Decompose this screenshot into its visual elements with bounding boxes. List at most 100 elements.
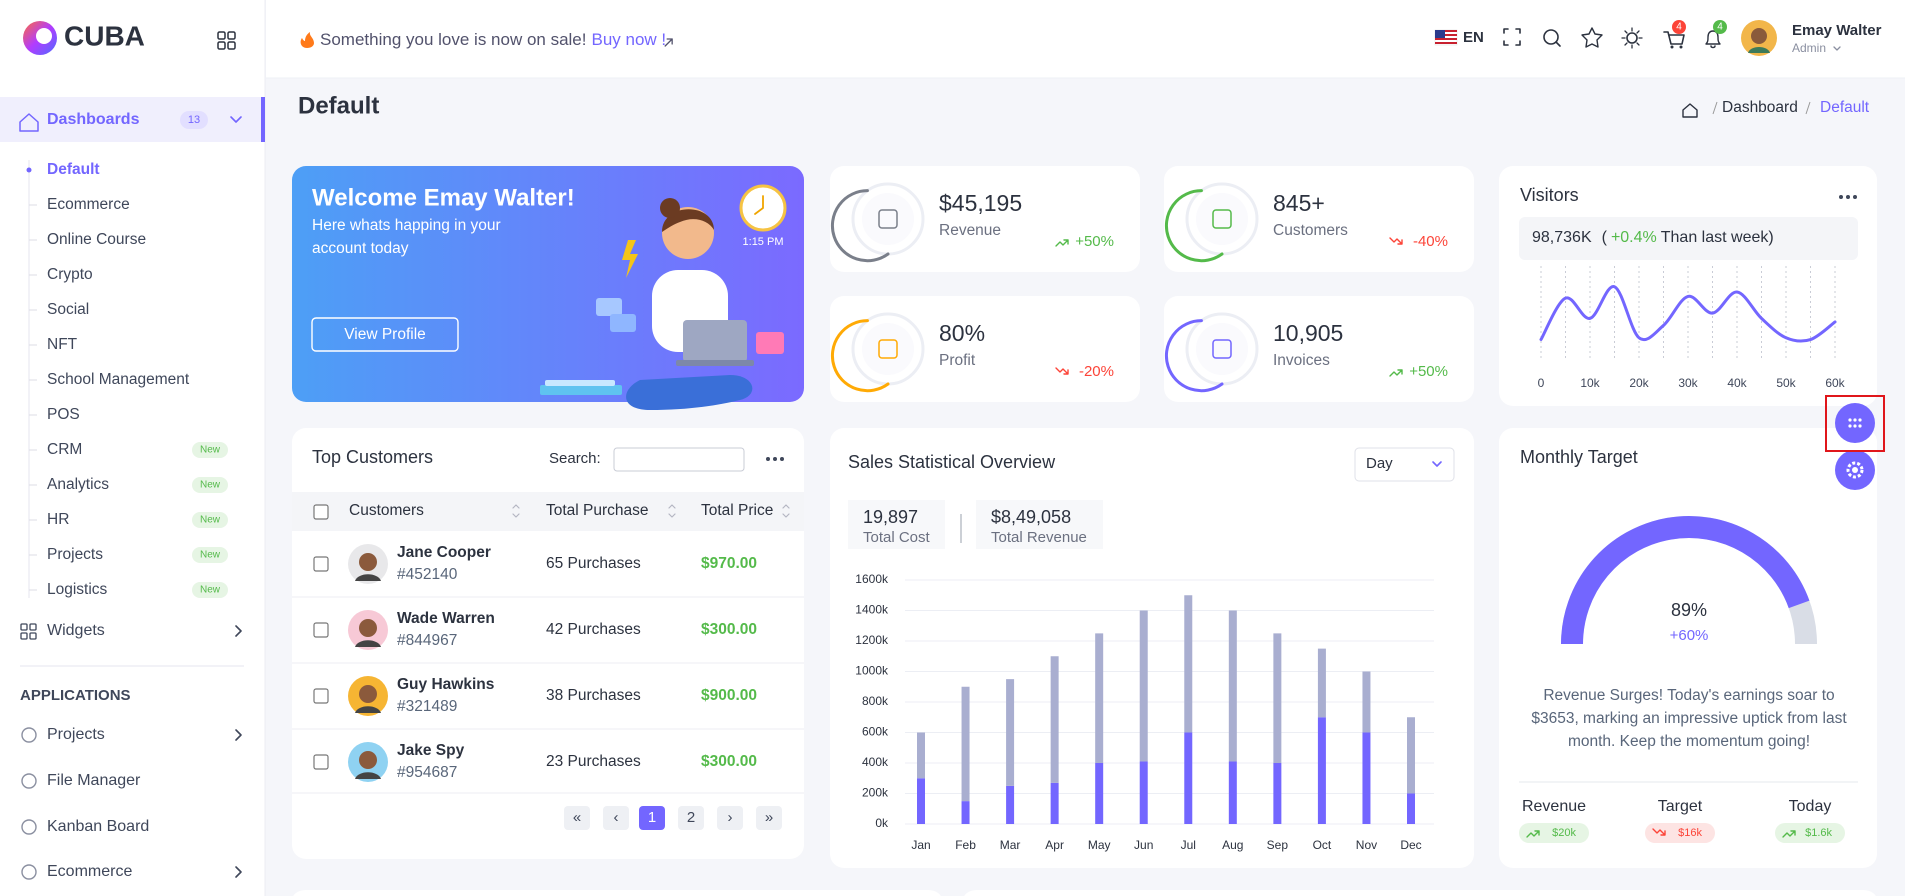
app-icon [21,773,37,789]
submenu-item[interactable]: Logistics [47,581,108,598]
grid-icon[interactable] [227,31,236,40]
submenu-item[interactable]: Projects [47,546,103,563]
promo-message: Something you love is now on sale! [320,30,587,49]
checkbox[interactable] [313,504,329,520]
more-dot[interactable] [1839,195,1843,199]
menu-item[interactable]: Ecommerce [47,863,132,880]
page-button[interactable] [564,806,590,830]
submenu-item[interactable]: Online Course [47,231,146,248]
trend-arrow [1652,828,1666,836]
target-chip [1645,823,1715,843]
more-dot[interactable] [766,457,770,461]
bar [961,801,970,824]
menu-item[interactable]: Widgets [47,622,105,639]
menu-active-bg[interactable] [0,97,262,142]
stat-icon-bg [1196,193,1248,245]
avatar-face [359,553,377,571]
app-icon [21,864,37,880]
illustration-note [610,314,636,332]
button-label[interactable]: View Profile [344,326,426,343]
bell-icon[interactable] [1705,30,1721,49]
submenu-item[interactable]: Analytics [47,476,109,493]
bar [1273,763,1282,824]
column-header[interactable]: Total Purchase [546,502,649,519]
stat-icon-bg [862,193,914,245]
menu-item[interactable]: File Manager [47,772,141,789]
submenu-item[interactable]: School Management [47,371,190,388]
customer-id: #844967 [397,632,457,649]
section-title: APPLICATIONS [20,687,131,704]
period-select[interactable] [1354,447,1455,482]
period-label[interactable]: Day [1366,455,1393,472]
page-button[interactable] [639,806,665,830]
submenu-item[interactable]: HR [47,511,69,528]
search-input[interactable] [613,447,745,472]
apps-fab[interactable] [1835,403,1875,443]
submenu-item[interactable]: NFT [47,336,78,353]
search-icon[interactable] [1543,29,1559,45]
submenu-item[interactable]: Default [47,161,100,178]
bookmark-icon[interactable] [1581,27,1603,48]
menu-item[interactable]: Dashboards [47,111,140,128]
grid-icon[interactable] [217,31,226,40]
page-button-label[interactable]: » [765,809,773,826]
summary-value: 19,897 [863,507,918,527]
checkbox[interactable] [313,622,329,638]
page-button-label[interactable]: › [728,809,733,826]
promo-link[interactable]: Buy now ! [592,30,667,49]
checkbox[interactable] [313,556,329,572]
cart-wheel [1670,45,1674,49]
submenu-item[interactable]: Ecommerce [47,196,130,213]
page-title: Default [298,92,379,119]
stat-icon [1212,339,1232,359]
cart-icon[interactable] [1663,31,1685,45]
flag-canton [1435,30,1445,38]
view-profile-button[interactable] [311,317,459,352]
menu-item[interactable]: Projects [47,726,105,743]
column-header[interactable]: Total Price [701,502,773,519]
language[interactable]: EN [1463,29,1484,46]
submenu-item[interactable]: Crypto [47,266,93,283]
app-icon [21,727,37,743]
target-text: month. Keep the momentum going! [1568,733,1810,750]
stat-change: -20% [1079,363,1114,380]
page-button-label[interactable]: 1 [648,809,656,826]
page-button-label[interactable]: 2 [687,809,695,826]
more-dot[interactable] [1853,195,1857,199]
user-name[interactable]: Emay Walter [1792,22,1882,39]
theme-icon[interactable] [1626,32,1638,44]
x-tick-label: Oct [1313,838,1332,852]
bar [1317,717,1326,824]
illustration-note [596,298,622,316]
page-button-label[interactable]: ‹ [614,809,619,826]
column-header[interactable]: Customers [349,502,424,519]
new-badge-text: New [200,550,221,561]
breadcrumb[interactable]: Dashboard [1722,99,1798,116]
checkbox[interactable] [313,688,329,704]
submenu-item[interactable]: POS [47,406,80,423]
grid-icon[interactable] [227,41,236,50]
role-chevron [1833,46,1841,51]
bar [1228,761,1237,824]
promo-link-arrow [664,38,673,47]
page-button[interactable] [603,806,629,830]
welcome-text: Here whats happing in your [312,217,501,234]
submenu-item[interactable]: Social [47,301,89,318]
page-button[interactable] [756,806,782,830]
menu-item[interactable]: Kanban Board [47,818,149,835]
cart-badge [1672,20,1686,34]
more-dot[interactable] [773,457,777,461]
more-dot[interactable] [1846,195,1850,199]
submenu-item[interactable]: CRM [47,441,82,458]
stat-change: -40% [1413,233,1448,250]
grid-icon[interactable] [217,41,226,50]
breadcrumb-home[interactable] [1682,103,1698,118]
checkbox[interactable] [313,754,329,770]
page-button[interactable] [678,806,704,830]
sales-card [830,428,1474,868]
page-button[interactable] [717,806,743,830]
page-button-label[interactable]: « [573,809,581,826]
fullscreen-icon[interactable] [1503,28,1521,46]
more-dot[interactable] [780,457,784,461]
target-stat-value: $16k [1678,827,1702,839]
